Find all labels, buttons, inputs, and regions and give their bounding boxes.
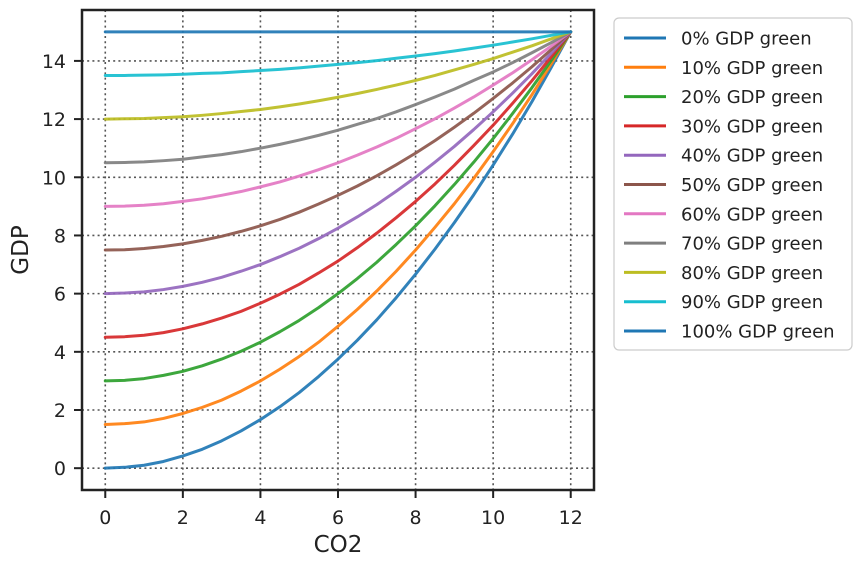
- legend-label: 10% GDP green: [681, 58, 823, 79]
- legend-label: 50% GDP green: [681, 175, 823, 196]
- y-tick-label: 10: [42, 167, 66, 189]
- x-tick-label: 10: [481, 507, 505, 529]
- y-tick-label: 6: [54, 284, 66, 306]
- legend: 0% GDP green 10% GDP green 20% GDP green 30…: [613, 17, 853, 351]
- axis-ticks: 0 2 4 6 8 10 12 0 2 4 6 8 10 12 14: [42, 51, 583, 529]
- x-axis-label: CO2: [314, 532, 363, 558]
- y-axis-label: GDP: [8, 225, 34, 275]
- series-line: [103, 30, 573, 252]
- y-tick-label: 2: [54, 400, 66, 422]
- x-tick-label: 2: [177, 507, 189, 529]
- series-line: [103, 30, 573, 121]
- y-tick-label: 0: [54, 458, 66, 480]
- legend-label: 30% GDP green: [681, 116, 823, 137]
- x-tick-label: 4: [254, 507, 266, 529]
- y-tick-label: 4: [54, 342, 66, 364]
- series-line: [103, 30, 573, 339]
- legend-label: 90% GDP green: [681, 292, 823, 313]
- series-lines: [103, 30, 573, 470]
- x-tick-label: 12: [559, 507, 583, 529]
- series-line: [103, 30, 573, 165]
- legend-label: 0% GDP green: [681, 29, 812, 50]
- series-line: [103, 30, 573, 383]
- y-tick-label: 8: [54, 225, 66, 247]
- legend-box: [613, 17, 853, 351]
- series-line: [103, 30, 573, 208]
- legend-label: 100% GDP green: [681, 322, 835, 343]
- legend-label: 60% GDP green: [681, 204, 823, 225]
- series-line: [103, 30, 573, 77]
- series-line: [103, 30, 573, 427]
- y-tick-label: 14: [42, 51, 66, 73]
- legend-label: 70% GDP green: [681, 234, 823, 255]
- legend-label: 80% GDP green: [681, 263, 823, 284]
- legend-label: 40% GDP green: [681, 146, 823, 167]
- x-tick-label: 0: [99, 507, 111, 529]
- x-tick-label: 6: [332, 507, 344, 529]
- series-line: [103, 30, 573, 296]
- x-tick-label: 8: [410, 507, 422, 529]
- y-tick-label: 12: [42, 109, 66, 131]
- legend-label: 20% GDP green: [681, 87, 823, 108]
- series-line: [103, 30, 573, 470]
